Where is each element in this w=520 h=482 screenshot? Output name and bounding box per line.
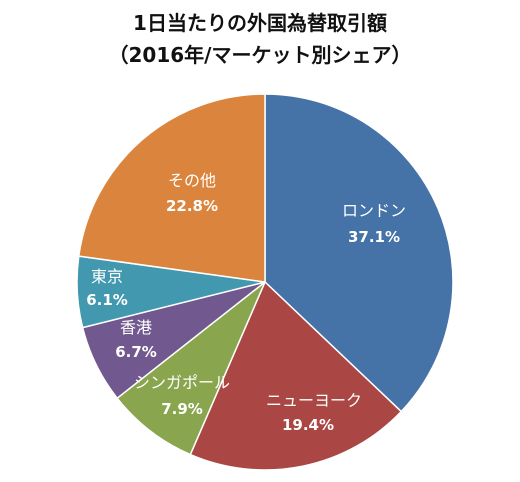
pie-slice	[77, 93, 266, 283]
slice-name-label: 東京	[91, 267, 123, 286]
pie-slice	[264, 93, 454, 413]
chart-subtitle: （2016年/マーケット別シェア）	[108, 43, 412, 67]
slice-value-label: 6.7%	[115, 343, 157, 361]
slice-name-label: 香港	[120, 318, 152, 337]
slice-name-label: ロンドン	[342, 201, 406, 220]
slice-value-label: 37.1%	[348, 228, 400, 246]
chart-title: 1日当たりの外国為替取引額	[133, 11, 387, 35]
slice-name-label: ニューヨーク	[266, 391, 362, 410]
pie-slice	[116, 281, 266, 456]
slice-value-label: 22.8%	[166, 197, 218, 215]
slice-value-label: 6.1%	[86, 291, 128, 309]
slice-name-label: その他	[168, 171, 216, 190]
pie-slice	[189, 280, 403, 471]
slice-value-label: 19.4%	[282, 416, 334, 434]
slice-value-label: 7.9%	[161, 400, 203, 418]
slice-name-label: シンガポール	[134, 373, 230, 392]
